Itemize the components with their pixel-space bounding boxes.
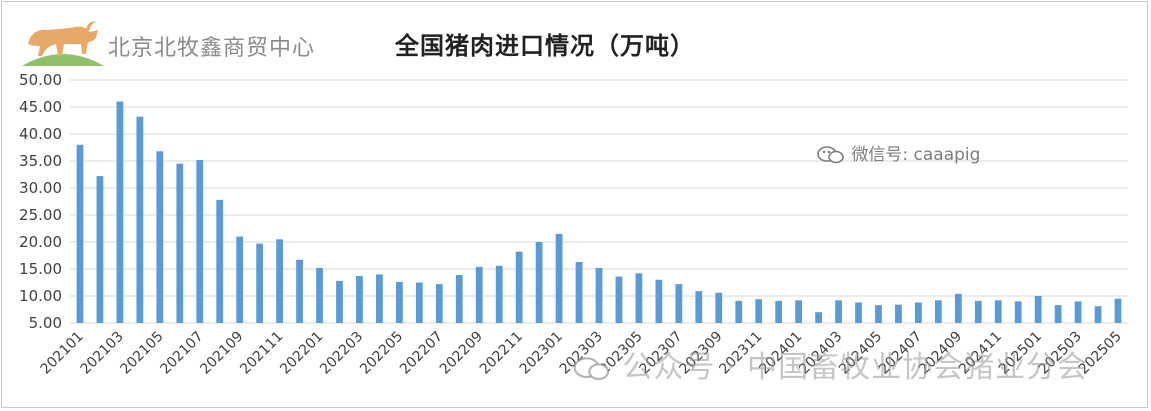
bar [655, 279, 663, 323]
bar [775, 300, 783, 323]
bar [196, 159, 204, 323]
bar [435, 284, 443, 323]
x-tick-label: 202105 [118, 329, 167, 378]
x-tick-label: 202203 [317, 329, 366, 378]
bar [256, 243, 264, 323]
official-account-watermark: 公众号 · 中国畜牧业协会猪业分会 [572, 342, 1088, 386]
x-tick-label: 202207 [397, 329, 446, 378]
wechat-watermark-text: 微信号: caaapig [851, 145, 981, 165]
y-tick-label: 25.00 [19, 206, 62, 224]
bar [695, 291, 703, 323]
y-tick-label: 40.00 [19, 125, 62, 143]
x-tick-label: 202107 [157, 329, 206, 378]
y-tick-label: 45.00 [19, 98, 62, 116]
bar [395, 281, 403, 323]
wechat-icon [817, 146, 844, 164]
bar [1094, 306, 1102, 323]
bar [895, 304, 902, 323]
bar [216, 199, 224, 323]
bar [974, 300, 982, 323]
bar [715, 292, 723, 323]
bar [415, 282, 423, 323]
bar [555, 233, 563, 323]
bar [615, 276, 623, 323]
bar [76, 144, 84, 323]
bar [675, 284, 683, 323]
bar [855, 302, 862, 323]
bar [755, 299, 763, 323]
bar [96, 176, 104, 323]
x-tick-label: 202209 [437, 329, 486, 378]
bar [376, 274, 383, 323]
bar [994, 300, 1002, 323]
y-tick-label: 10.00 [19, 287, 62, 305]
bar [954, 293, 962, 323]
y-tick-label: 5.00 [29, 314, 62, 332]
wechat-watermark: 微信号: caaapig [816, 140, 980, 165]
x-tick-label: 202101 [38, 329, 87, 378]
y-tick-label: 30.00 [19, 179, 62, 197]
bar [575, 261, 583, 323]
x-tick-label: 202109 [197, 329, 246, 378]
bar [915, 302, 922, 323]
x-tick-label: 202103 [78, 329, 127, 378]
official-account-text: 公众号 · 中国畜牧业协会猪业分会 [622, 350, 1089, 385]
bar [316, 267, 323, 323]
bar [475, 266, 483, 323]
bar [1074, 301, 1082, 323]
bar [495, 265, 503, 323]
bar [815, 312, 822, 323]
wechat-icon [573, 356, 610, 380]
bar [156, 151, 164, 323]
bar [515, 251, 523, 323]
chart-title: 全国猪肉进口情况（万吨） [395, 32, 695, 60]
company-name: 北京北牧鑫商贸中心 [108, 36, 316, 61]
bar [356, 276, 363, 323]
bar [1034, 296, 1042, 323]
x-tick-label: 202205 [357, 329, 406, 378]
bar [735, 300, 743, 323]
bar [835, 300, 842, 323]
bar [176, 163, 184, 323]
bar [1014, 301, 1022, 323]
x-tick-label: 202201 [277, 329, 326, 378]
x-tick-label: 202301 [517, 329, 566, 378]
bar [136, 116, 144, 323]
bar [875, 305, 882, 323]
bar [336, 280, 343, 323]
bar [535, 242, 543, 323]
bar [296, 259, 303, 323]
bar [455, 274, 463, 323]
bar [116, 101, 124, 323]
x-tick-label: 202211 [477, 329, 526, 378]
bar [795, 300, 803, 323]
logo-icon [22, 21, 104, 66]
y-tick-label: 15.00 [19, 260, 62, 278]
bar [595, 267, 603, 323]
bar [635, 273, 643, 323]
bar [236, 236, 244, 323]
bar [1114, 298, 1122, 323]
bar [276, 239, 283, 323]
bar [934, 300, 942, 323]
y-tick-label: 50.00 [19, 71, 62, 89]
bar [1054, 305, 1062, 323]
x-tick-label: 202111 [237, 329, 286, 378]
y-tick-label: 20.00 [19, 233, 62, 251]
y-tick-label: 35.00 [19, 152, 62, 170]
